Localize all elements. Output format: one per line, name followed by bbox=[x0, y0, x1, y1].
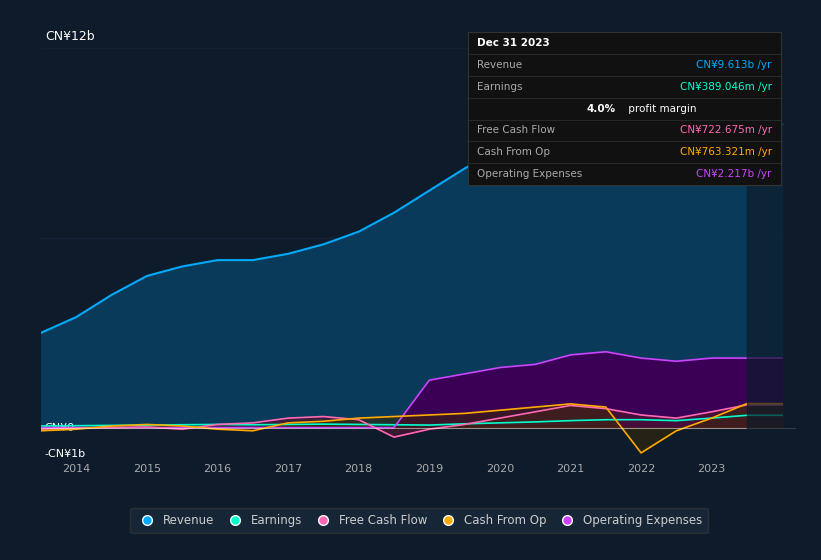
Text: Operating Expenses: Operating Expenses bbox=[477, 169, 582, 179]
Text: CN¥763.321m /yr: CN¥763.321m /yr bbox=[680, 147, 772, 157]
Text: 4.0%: 4.0% bbox=[587, 104, 616, 114]
Text: Free Cash Flow: Free Cash Flow bbox=[477, 125, 555, 136]
Text: Cash From Op: Cash From Op bbox=[477, 147, 550, 157]
Text: Earnings: Earnings bbox=[477, 82, 523, 92]
Text: Dec 31 2023: Dec 31 2023 bbox=[477, 38, 550, 48]
Text: -CN¥1b: -CN¥1b bbox=[45, 449, 86, 459]
Text: CN¥2.217b /yr: CN¥2.217b /yr bbox=[696, 169, 772, 179]
Text: profit margin: profit margin bbox=[625, 104, 696, 114]
Text: CN¥9.613b /yr: CN¥9.613b /yr bbox=[696, 60, 772, 70]
Text: Revenue: Revenue bbox=[477, 60, 522, 70]
Text: CN¥722.675m /yr: CN¥722.675m /yr bbox=[680, 125, 772, 136]
Legend: Revenue, Earnings, Free Cash Flow, Cash From Op, Operating Expenses: Revenue, Earnings, Free Cash Flow, Cash … bbox=[130, 508, 708, 533]
Bar bbox=[747, 17, 796, 459]
Text: CN¥389.046m /yr: CN¥389.046m /yr bbox=[680, 82, 772, 92]
Text: CN¥0: CN¥0 bbox=[45, 423, 75, 433]
Text: CN¥12b: CN¥12b bbox=[45, 30, 94, 43]
